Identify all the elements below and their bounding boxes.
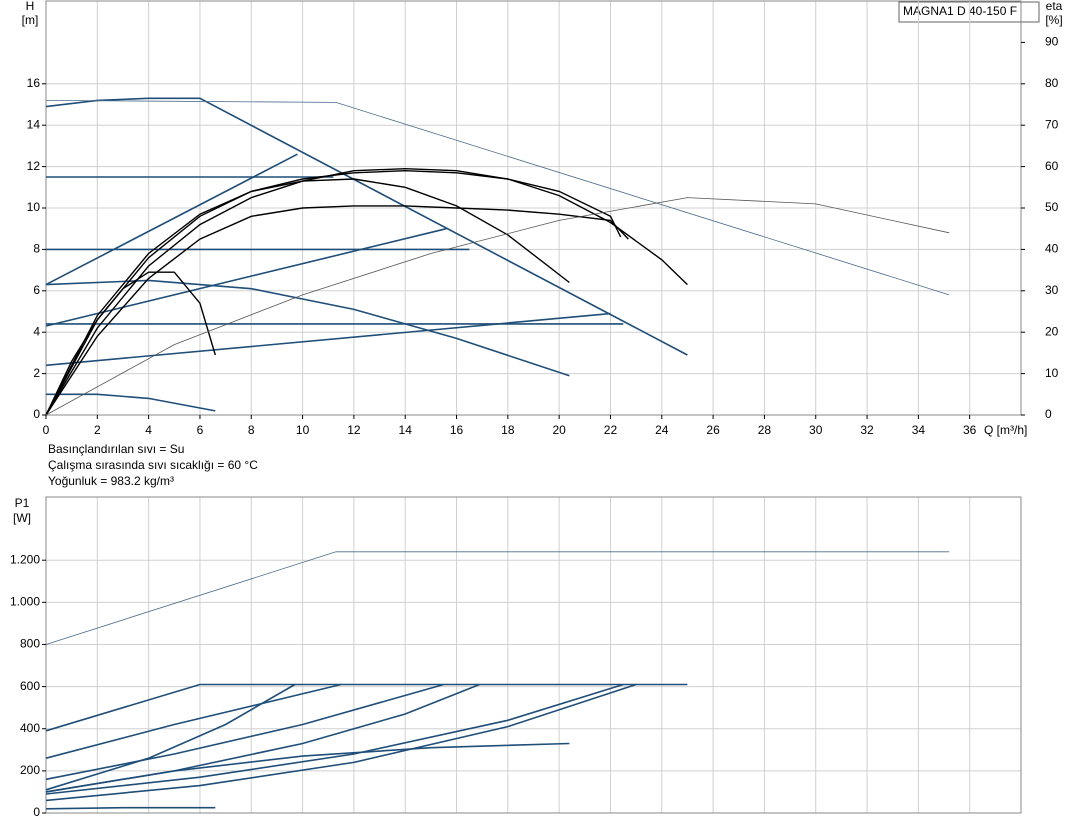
y-tick-label: 14 xyxy=(27,117,41,131)
note: Basınçlandırılan sıvı = Su xyxy=(48,442,184,456)
x-tick-label: 34 xyxy=(912,423,926,437)
x-tick-label: 22 xyxy=(604,423,618,437)
y-tick-label: 200 xyxy=(20,763,40,777)
series-line xyxy=(45,683,637,802)
y2-axis-label: eta xyxy=(1046,0,1063,13)
y2-tick-label: 80 xyxy=(1045,76,1059,90)
x-tick-label: 6 xyxy=(197,423,204,437)
y2-tick-label: 90 xyxy=(1045,35,1059,49)
y-tick-label: 800 xyxy=(20,637,40,651)
y-tick-label: 8 xyxy=(33,242,40,256)
series-line xyxy=(45,683,342,759)
series-line xyxy=(45,167,688,416)
series-line xyxy=(45,197,950,416)
series-line xyxy=(45,205,629,416)
x-tick-label: 4 xyxy=(145,423,152,437)
note: Yoğunluk = 983.2 kg/m³ xyxy=(48,474,174,488)
y-tick-label: 400 xyxy=(20,721,40,735)
x-tick-label: 24 xyxy=(655,423,669,437)
series-line xyxy=(45,312,611,367)
series-line xyxy=(45,551,950,645)
x-tick-label: 14 xyxy=(399,423,413,437)
series-line xyxy=(45,683,688,732)
series-line xyxy=(45,742,570,793)
x-tick-label: 28 xyxy=(758,423,772,437)
y2-tick-label: 20 xyxy=(1045,324,1059,338)
x-tick-label: 12 xyxy=(347,423,361,437)
x-tick-label: 16 xyxy=(450,423,464,437)
series-line xyxy=(45,97,688,356)
y-tick-label: 1.000 xyxy=(10,595,40,609)
y-tick-label: 4 xyxy=(33,324,40,338)
series-line xyxy=(46,393,216,412)
y-axis-label: H xyxy=(26,0,35,13)
plot-frame xyxy=(45,496,1022,814)
series-line xyxy=(45,279,570,377)
y-tick-label: 600 xyxy=(20,679,40,693)
y-tick-label: 10 xyxy=(27,200,41,214)
x-tick-label: 0 xyxy=(43,423,50,437)
series-line xyxy=(45,683,624,795)
x-tick-label: 18 xyxy=(501,423,515,437)
y-tick-label: 2 xyxy=(33,366,40,380)
x-tick-label: 10 xyxy=(296,423,310,437)
y-axis-label: P1 xyxy=(15,496,30,510)
x-axis-label: Q [m³/h] xyxy=(984,423,1027,437)
y2-tick-label: 60 xyxy=(1045,159,1059,173)
series-line xyxy=(45,806,216,810)
x-tick-label: 8 xyxy=(248,423,255,437)
series-line xyxy=(45,683,444,781)
y-tick-label: 6 xyxy=(33,283,40,297)
y-axis-unit: [W] xyxy=(13,511,31,525)
x-tick-label: 36 xyxy=(963,423,977,437)
y-tick-label: 16 xyxy=(27,76,41,90)
x-tick-label: 26 xyxy=(706,423,720,437)
x-tick-label: 30 xyxy=(809,423,823,437)
series-line xyxy=(45,100,950,296)
title-box xyxy=(898,1,1040,23)
chart-title: MAGNA1 D 40-150 F xyxy=(903,4,1017,18)
y-tick-label: 1.200 xyxy=(10,552,40,566)
x-tick-label: 2 xyxy=(94,423,101,437)
x-tick-label: 20 xyxy=(552,423,566,437)
y2-tick-label: 50 xyxy=(1045,200,1059,214)
y2-tick-label: 70 xyxy=(1045,117,1059,131)
y2-tick-label: 30 xyxy=(1045,283,1059,297)
y2-tick-label: 10 xyxy=(1045,366,1059,380)
y-tick-label: 0 xyxy=(33,407,40,421)
y2-tick-label: 0 xyxy=(1045,407,1052,421)
note: Çalışma sırasında sıvı sıcaklığı = 60 °C xyxy=(48,458,258,472)
y-axis-unit: [m] xyxy=(22,13,39,27)
y2-axis-unit: [%] xyxy=(1045,13,1062,27)
series-line xyxy=(45,153,298,286)
series-line xyxy=(45,169,622,416)
y2-tick-label: 40 xyxy=(1045,242,1059,256)
series-line xyxy=(45,683,296,791)
x-tick-label: 32 xyxy=(860,423,874,437)
y-tick-label: 12 xyxy=(27,159,41,173)
y-tick-label: 0 xyxy=(33,805,40,819)
